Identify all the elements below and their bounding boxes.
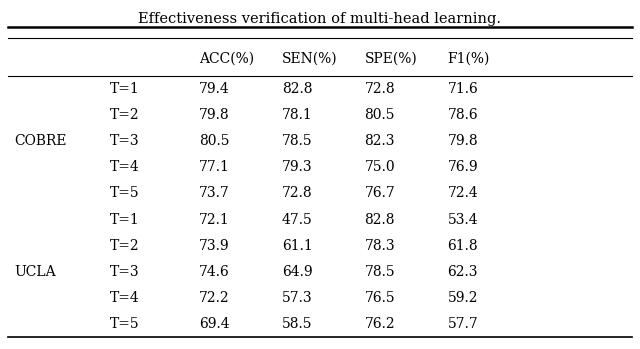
Text: T=2: T=2 xyxy=(109,239,140,253)
Text: 79.3: 79.3 xyxy=(282,160,312,174)
Text: F1(%): F1(%) xyxy=(447,52,490,66)
Text: 76.2: 76.2 xyxy=(365,317,396,331)
Text: 82.3: 82.3 xyxy=(365,134,395,148)
Text: 53.4: 53.4 xyxy=(447,213,478,227)
Text: 78.6: 78.6 xyxy=(447,108,478,122)
Text: 58.5: 58.5 xyxy=(282,317,312,331)
Text: 62.3: 62.3 xyxy=(447,265,478,279)
Text: 61.8: 61.8 xyxy=(447,239,478,253)
Text: UCLA: UCLA xyxy=(14,265,56,279)
Text: 76.7: 76.7 xyxy=(365,186,396,200)
Text: 72.2: 72.2 xyxy=(199,291,230,305)
Text: T=1: T=1 xyxy=(109,213,140,227)
Text: 78.5: 78.5 xyxy=(282,134,312,148)
Text: 72.4: 72.4 xyxy=(447,186,478,200)
Text: 79.8: 79.8 xyxy=(199,108,230,122)
Text: 64.9: 64.9 xyxy=(282,265,312,279)
Text: 72.8: 72.8 xyxy=(282,186,312,200)
Text: 69.4: 69.4 xyxy=(199,317,230,331)
Text: T=4: T=4 xyxy=(109,160,140,174)
Text: 82.8: 82.8 xyxy=(365,213,395,227)
Text: T=5: T=5 xyxy=(109,317,140,331)
Text: T=4: T=4 xyxy=(109,291,140,305)
Text: SEN(%): SEN(%) xyxy=(282,52,337,66)
Text: 78.5: 78.5 xyxy=(365,265,396,279)
Text: 47.5: 47.5 xyxy=(282,213,312,227)
Text: 72.1: 72.1 xyxy=(199,213,230,227)
Text: SPE(%): SPE(%) xyxy=(365,52,417,66)
Text: 80.5: 80.5 xyxy=(199,134,229,148)
Text: T=2: T=2 xyxy=(109,108,140,122)
Text: 75.0: 75.0 xyxy=(365,160,396,174)
Text: 71.6: 71.6 xyxy=(447,82,478,96)
Text: 57.7: 57.7 xyxy=(447,317,478,331)
Text: T=3: T=3 xyxy=(109,134,140,148)
Text: 59.2: 59.2 xyxy=(447,291,478,305)
Text: 61.1: 61.1 xyxy=(282,239,312,253)
Text: 76.9: 76.9 xyxy=(447,160,478,174)
Text: T=5: T=5 xyxy=(109,186,140,200)
Text: T=1: T=1 xyxy=(109,82,140,96)
Text: 79.8: 79.8 xyxy=(447,134,478,148)
Text: 73.7: 73.7 xyxy=(199,186,230,200)
Text: T=3: T=3 xyxy=(109,265,140,279)
Text: 79.4: 79.4 xyxy=(199,82,230,96)
Text: 57.3: 57.3 xyxy=(282,291,312,305)
Text: COBRE: COBRE xyxy=(14,134,67,148)
Text: 73.9: 73.9 xyxy=(199,239,230,253)
Text: ACC(%): ACC(%) xyxy=(199,52,254,66)
Text: 74.6: 74.6 xyxy=(199,265,230,279)
Text: Effectiveness verification of multi-head learning.: Effectiveness verification of multi-head… xyxy=(138,12,502,26)
Text: 80.5: 80.5 xyxy=(365,108,395,122)
Text: 72.8: 72.8 xyxy=(365,82,396,96)
Text: 78.1: 78.1 xyxy=(282,108,312,122)
Text: 78.3: 78.3 xyxy=(365,239,396,253)
Text: 82.8: 82.8 xyxy=(282,82,312,96)
Text: 76.5: 76.5 xyxy=(365,291,396,305)
Text: 77.1: 77.1 xyxy=(199,160,230,174)
